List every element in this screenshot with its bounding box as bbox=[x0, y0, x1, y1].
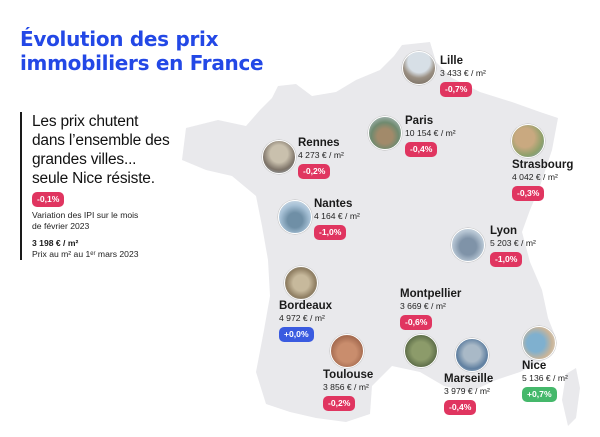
corsica-outline bbox=[562, 368, 580, 426]
strasbourg-photo bbox=[511, 124, 545, 158]
change-note: Variation des IPI sur le mois de février… bbox=[32, 210, 197, 232]
average-note: Prix au m² au 1ᵉʳ mars 2023 bbox=[32, 249, 139, 259]
city-change-badge: -0,4% bbox=[444, 400, 477, 415]
city-label-toulouse: Toulouse 3 856 € / m² -0,2% bbox=[323, 369, 373, 411]
city-price: 3 856 € / m² bbox=[323, 382, 369, 392]
nice-photo bbox=[522, 326, 556, 360]
headline-line: Les prix chutent bbox=[32, 113, 139, 130]
city-label-strasbourg: Strasbourg 4 042 € / m² -0,3% bbox=[512, 159, 573, 201]
intro-block: Les prix chutent dans l’ensemble des gra… bbox=[20, 112, 197, 260]
headline-line: grandes villes... bbox=[32, 151, 137, 168]
montpellier-photo bbox=[404, 334, 438, 368]
title-line: Évolution des prix bbox=[20, 27, 219, 51]
average-price: 3 198 € / m² bbox=[32, 238, 79, 248]
city-change-badge: +0,0% bbox=[279, 327, 314, 342]
city-price: 4 164 € / m² bbox=[314, 211, 360, 221]
nantes-photo bbox=[278, 200, 312, 234]
city-price: 4 273 € / m² bbox=[298, 150, 344, 160]
city-label-nantes: Nantes 4 164 € / m² -1,0% bbox=[314, 198, 360, 240]
france-outline bbox=[182, 42, 558, 422]
city-change-badge: -1,0% bbox=[314, 225, 347, 240]
city-label-bordeaux: Bordeaux 4 972 € / m² +0,0% bbox=[279, 300, 332, 342]
city-price: 5 203 € / m² bbox=[490, 238, 536, 248]
city-price: 10 154 € / m² bbox=[405, 128, 456, 138]
city-change-badge: +0,7% bbox=[522, 387, 557, 402]
city-price: 3 669 € / m² bbox=[400, 301, 446, 311]
headline-line: seule Nice résiste. bbox=[32, 170, 155, 187]
lille-photo bbox=[402, 51, 436, 85]
bordeaux-photo bbox=[284, 266, 318, 300]
city-name: Nice bbox=[522, 360, 547, 372]
city-change-badge: -0,6% bbox=[400, 315, 433, 330]
change-note-line: Variation des IPI sur le mois bbox=[32, 210, 139, 220]
headline: Les prix chutent dans l’ensemble des gra… bbox=[32, 112, 197, 188]
paris-photo bbox=[368, 116, 402, 150]
page-title: Évolution des prix immobiliers en France bbox=[20, 27, 264, 75]
headline-line: dans l’ensemble des bbox=[32, 132, 170, 149]
city-name: Bordeaux bbox=[279, 300, 333, 312]
toulouse-photo bbox=[330, 334, 364, 368]
city-price: 4 042 € / m² bbox=[512, 172, 558, 182]
city-price: 3 979 € / m² bbox=[444, 386, 490, 396]
city-label-paris: Paris 10 154 € / m² -0,4% bbox=[405, 115, 456, 157]
city-label-lyon: Lyon 5 203 € / m² -1,0% bbox=[490, 225, 536, 267]
city-price: 5 136 € / m² bbox=[522, 373, 568, 383]
city-name: Nantes bbox=[314, 198, 353, 210]
city-change-badge: -0,3% bbox=[512, 186, 545, 201]
city-label-rennes: Rennes 4 273 € / m² -0,2% bbox=[298, 137, 344, 179]
lyon-photo bbox=[451, 228, 485, 262]
city-name: Paris bbox=[405, 115, 434, 127]
title-line: immobiliers en France bbox=[20, 51, 264, 75]
national-change-badge: -0,1% bbox=[32, 192, 65, 207]
city-change-badge: -1,0% bbox=[490, 252, 523, 267]
city-name: Toulouse bbox=[323, 369, 374, 381]
city-label-marseille: Marseille 3 979 € / m² -0,4% bbox=[444, 373, 493, 415]
city-label-lille: Lille 3 433 € / m² -0,7% bbox=[440, 55, 486, 97]
city-change-badge: -0,7% bbox=[440, 82, 473, 97]
city-name: Lille bbox=[440, 55, 464, 67]
city-name: Lyon bbox=[490, 225, 518, 237]
change-note-line: de février 2023 bbox=[32, 221, 90, 231]
rennes-photo bbox=[262, 140, 296, 174]
city-price: 4 972 € / m² bbox=[279, 313, 325, 323]
marseille-photo bbox=[455, 338, 489, 372]
city-change-badge: -0,2% bbox=[323, 396, 356, 411]
city-price: 3 433 € / m² bbox=[440, 68, 486, 78]
city-name: Strasbourg bbox=[512, 159, 574, 171]
city-label-montpellier: Montpellier 3 669 € / m² -0,6% bbox=[400, 288, 461, 330]
city-name: Montpellier bbox=[400, 288, 462, 300]
city-label-nice: Nice 5 136 € / m² +0,7% bbox=[522, 360, 568, 402]
city-name: Rennes bbox=[298, 137, 340, 149]
city-name: Marseille bbox=[444, 373, 494, 385]
city-change-badge: -0,2% bbox=[298, 164, 331, 179]
city-change-badge: -0,4% bbox=[405, 142, 438, 157]
